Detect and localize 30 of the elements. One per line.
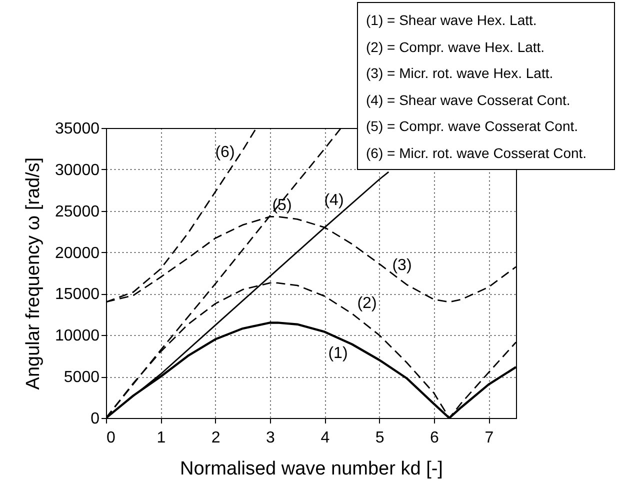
x-tick-label: 4 bbox=[320, 430, 330, 446]
x-tick-label: 2 bbox=[211, 430, 220, 446]
x-tick-label: 6 bbox=[430, 430, 440, 446]
text: (2) = Compr. wave Hex. Latt. bbox=[366, 38, 546, 57]
x-tick-label: 7 bbox=[484, 430, 494, 446]
series-label: (1) bbox=[328, 345, 348, 362]
y-tick-label: 25000 bbox=[55, 203, 100, 220]
annotation: (5) = Compr. wave Cosserat Cont. bbox=[366, 117, 580, 136]
series-label: (4) bbox=[324, 192, 344, 209]
y-tick-label: 30000 bbox=[55, 162, 100, 179]
annotation: (6) = Micr. rot. wave Cosserat Cont. bbox=[366, 144, 588, 163]
text: (3) = Micr. rot. wave Hex. Latt. bbox=[366, 64, 554, 83]
y-tick-label: 5000 bbox=[64, 369, 100, 386]
y-tick-label: 35000 bbox=[55, 120, 100, 138]
text: (4) = Shear wave Cosserat Cont. bbox=[366, 90, 572, 110]
y-tick-label: 10000 bbox=[55, 328, 100, 345]
x-axis-title: Normalised wave number kd [-] bbox=[180, 458, 443, 480]
x-tick-label: 1 bbox=[156, 430, 166, 446]
text: (1) = Shear wave Hex. Latt. bbox=[366, 11, 538, 30]
y-tick-label: 15000 bbox=[55, 286, 100, 304]
series-label: (5) bbox=[272, 197, 292, 214]
y-axis-title: Angular frequency ω [rad/s] bbox=[23, 157, 44, 390]
y-tick-label: 0 bbox=[90, 410, 100, 428]
x-tick-label: 5 bbox=[375, 430, 384, 446]
series-label: (2) bbox=[357, 295, 377, 312]
series-label: (3) bbox=[392, 257, 412, 274]
y-tick-label: 20000 bbox=[55, 244, 100, 262]
x-tick-label: 0 bbox=[106, 430, 116, 446]
x-tick-label: 3 bbox=[266, 430, 276, 446]
series-label: (6) bbox=[215, 144, 235, 161]
